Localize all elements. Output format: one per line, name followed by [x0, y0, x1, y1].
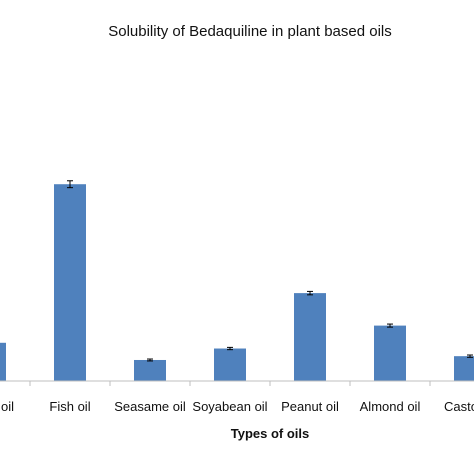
category-label-6: Almond oil [360, 399, 421, 414]
category-labels-layer: oil Fish oil Seasame oil Soyabean oil Peanut… [1, 399, 474, 414]
category-label-2: Fish oil [49, 399, 90, 414]
error-bars-layer [67, 180, 473, 362]
category-label-7: Casto [444, 399, 474, 414]
error-bar-4 [227, 346, 233, 351]
error-bar-6 [387, 323, 393, 328]
bar-4 [214, 348, 246, 381]
error-bar-2 [67, 180, 73, 189]
bar-7 [454, 356, 474, 381]
bar-5 [294, 293, 326, 381]
error-bar-3 [147, 358, 153, 362]
error-bar-7 [467, 354, 473, 358]
category-label-5: Peanut oil [281, 399, 339, 414]
category-label-3: Seasame oil [114, 399, 186, 414]
bar-2 [54, 184, 86, 381]
x-ticks-layer [29, 381, 431, 386]
category-label-4: Soyabean oil [192, 399, 267, 414]
x-axis-label: Types of oils [231, 426, 310, 441]
category-label-1: oil [1, 399, 14, 414]
error-bar-5 [307, 290, 313, 296]
bar-1 [0, 342, 6, 381]
chart-title: Solubility of Bedaquiline in plant based… [108, 23, 392, 40]
bar-3 [134, 359, 166, 381]
bar-6 [374, 325, 406, 381]
bars-layer [0, 184, 474, 381]
